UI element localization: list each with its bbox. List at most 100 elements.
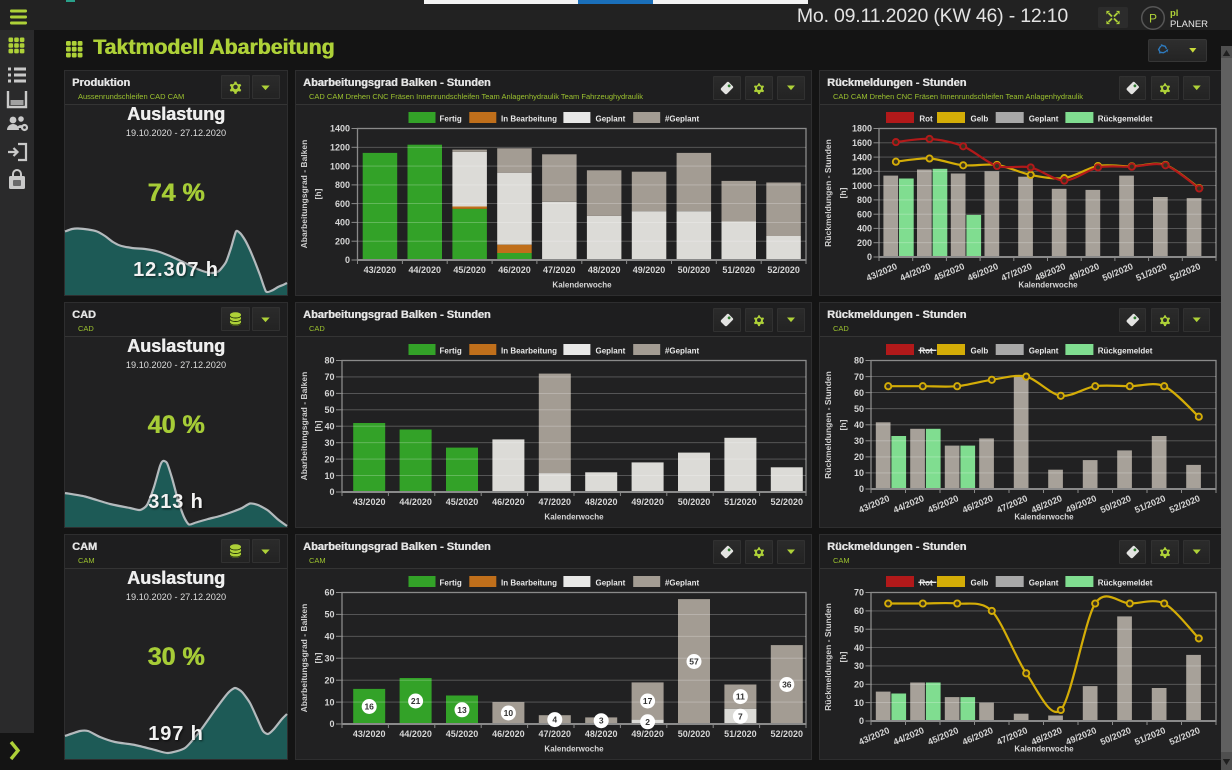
svg-text:52/2020: 52/2020 [1168,725,1202,747]
svg-text:2: 2 [645,717,650,727]
svg-text:3: 3 [599,716,604,726]
svg-text:Geplant: Geplant [596,115,626,124]
svg-text:In Bearbeitung: In Bearbeitung [501,579,557,588]
svg-text:1600: 1600 [852,138,872,148]
svg-text:50/2020: 50/2020 [678,265,711,275]
svg-text:60: 60 [324,389,334,399]
svg-text:47/2020: 47/2020 [539,729,572,739]
svg-text:0: 0 [859,716,864,726]
svg-text:45/2020: 45/2020 [446,497,479,507]
svg-text:Fertig: Fertig [440,347,462,356]
svg-text:1200: 1200 [330,143,350,153]
svg-text:Abarbeitungsgrad - Balken: Abarbeitungsgrad - Balken [299,372,309,481]
svg-text:[h]: [h] [838,651,848,662]
svg-text:Kalenderwoche: Kalenderwoche [1014,513,1074,522]
svg-text:10: 10 [324,697,334,707]
svg-text:50/2020: 50/2020 [1099,725,1133,747]
svg-text:400: 400 [335,218,350,228]
svg-text:50: 50 [324,610,334,620]
svg-text:Rückmeldungen - Stunden: Rückmeldungen - Stunden [823,603,833,711]
svg-text:Geplant: Geplant [1029,115,1059,124]
svg-text:52/2020: 52/2020 [767,265,800,275]
svg-text:30: 30 [854,436,864,446]
svg-text:70: 70 [854,372,864,382]
svg-text:Kalenderwoche: Kalenderwoche [1014,745,1074,754]
svg-text:52/2020: 52/2020 [771,729,804,739]
svg-text:40: 40 [854,420,864,430]
svg-text:P: P [1149,12,1157,26]
svg-text:43/2020: 43/2020 [353,729,386,739]
svg-text:46/2020: 46/2020 [492,729,525,739]
svg-text:30: 30 [324,438,334,448]
svg-text:48/2020: 48/2020 [588,265,621,275]
svg-text:21: 21 [411,696,421,706]
svg-text:47/2020: 47/2020 [539,497,572,507]
svg-text:Fertig: Fertig [440,115,462,124]
svg-text:43/2020: 43/2020 [857,493,891,515]
svg-text:800: 800 [857,195,872,205]
svg-text:40: 40 [854,643,864,653]
svg-text:51/2020: 51/2020 [722,265,755,275]
svg-text:44/2020: 44/2020 [898,261,932,283]
svg-text:In Bearbeitung: In Bearbeitung [501,347,557,356]
svg-text:1400: 1400 [330,124,350,134]
svg-text:49/2020: 49/2020 [631,729,664,739]
svg-text:46/2020: 46/2020 [961,725,995,747]
svg-text:43/2020: 43/2020 [364,265,397,275]
svg-text:Kalenderwoche: Kalenderwoche [552,281,612,290]
svg-text:60: 60 [324,588,334,598]
svg-text:51/2020: 51/2020 [1133,493,1167,515]
svg-text:Geplant: Geplant [596,347,626,356]
svg-text:0: 0 [859,484,864,494]
svg-text:47/2020: 47/2020 [543,265,576,275]
svg-text:52/2020: 52/2020 [771,497,804,507]
svg-text:10: 10 [324,471,334,481]
svg-text:1000: 1000 [330,161,350,171]
svg-text:50/2020: 50/2020 [678,729,711,739]
svg-text:200: 200 [335,236,350,246]
svg-text:57: 57 [689,657,699,667]
svg-text:40: 40 [324,632,334,642]
svg-text:Geplant: Geplant [596,579,626,588]
svg-text:Gelb: Gelb [971,347,989,356]
svg-text:Fertig: Fertig [440,579,462,588]
svg-text:45/2020: 45/2020 [926,493,960,515]
svg-text:800: 800 [335,180,350,190]
svg-text:16: 16 [364,702,374,712]
svg-text:pl: pl [1170,8,1178,19]
svg-text:1800: 1800 [852,124,872,134]
svg-text:51/2020: 51/2020 [1133,725,1167,747]
svg-text:[h]: [h] [838,419,848,430]
svg-text:44/2020: 44/2020 [892,725,926,747]
svg-text:44/2020: 44/2020 [399,497,432,507]
svg-text:80: 80 [324,356,334,366]
svg-text:Rückmeldungen - Stunden: Rückmeldungen - Stunden [823,139,833,247]
svg-text:60: 60 [854,388,864,398]
svg-text:46/2020: 46/2020 [498,265,531,275]
svg-text:50: 50 [854,624,864,634]
svg-text:52/2020: 52/2020 [1168,261,1202,283]
svg-text:70: 70 [854,588,864,598]
svg-text:Rot: Rot [919,115,933,124]
svg-text:43/2020: 43/2020 [865,261,899,283]
svg-text:Rot: Rot [919,579,933,588]
svg-text:43/2020: 43/2020 [857,725,891,747]
svg-text:4: 4 [552,715,557,725]
svg-text:52/2020: 52/2020 [1168,493,1202,515]
svg-text:46/2020: 46/2020 [961,493,995,515]
svg-text:Gelb: Gelb [971,579,989,588]
svg-text:44/2020: 44/2020 [892,493,926,515]
svg-text:[h]: [h] [313,652,323,663]
svg-text:30: 30 [324,654,334,664]
svg-text:20: 20 [324,675,334,685]
svg-text:20: 20 [854,680,864,690]
svg-text:50: 50 [854,404,864,414]
svg-text:10: 10 [854,698,864,708]
svg-text:Abarbeitungsgrad - Balken: Abarbeitungsgrad - Balken [299,140,309,249]
svg-text:Rückgemeldet: Rückgemeldet [1098,347,1153,356]
svg-text:Kalenderwoche: Kalenderwoche [544,513,604,522]
svg-text:Kalenderwoche: Kalenderwoche [1018,281,1078,290]
svg-text:10: 10 [854,468,864,478]
svg-text:In Bearbeitung: In Bearbeitung [501,115,557,124]
svg-text:#Geplant: #Geplant [665,115,700,124]
